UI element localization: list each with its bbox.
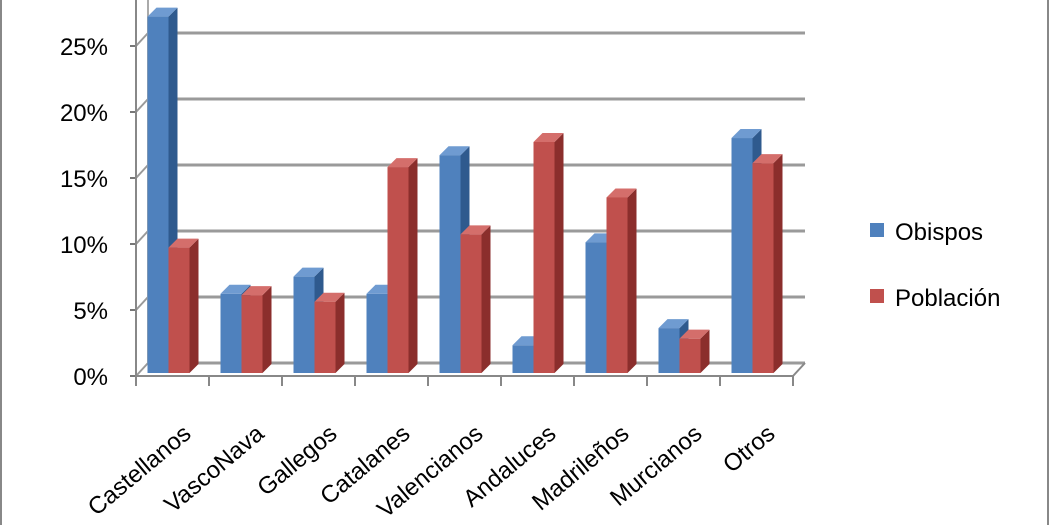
bar-obispos <box>293 276 315 373</box>
legend-label-obispos: Obispos <box>895 219 983 246</box>
bar-obispos <box>147 16 169 373</box>
bar-población <box>314 301 336 373</box>
bar-top-población <box>606 188 637 198</box>
bars <box>147 7 783 373</box>
legend: Obispos Población <box>870 219 1000 312</box>
floor-edge <box>792 362 806 377</box>
bar-side-población <box>408 158 418 373</box>
bar-población <box>168 247 190 373</box>
y-tick-label: 25% <box>60 34 108 61</box>
bar-población <box>241 295 263 373</box>
bar-top-población <box>168 238 199 248</box>
bar-obispos <box>220 293 242 373</box>
bar-obispos <box>366 293 388 373</box>
gridline-side <box>135 296 149 311</box>
bar-población <box>387 167 409 373</box>
bar-top-población <box>241 286 272 296</box>
bar-top-obispos <box>293 267 324 277</box>
bar-top-población <box>387 158 418 168</box>
bar-top-población <box>679 329 710 339</box>
bar-top-obispos <box>220 284 251 294</box>
legend-swatch-poblacion <box>870 289 884 303</box>
bar-top-obispos <box>439 146 470 156</box>
gridline-side <box>135 98 149 113</box>
bar-top-población <box>460 225 491 235</box>
bar-side-población <box>335 292 345 373</box>
gridline-side <box>135 362 149 377</box>
bar-top-obispos <box>147 7 178 17</box>
bar-top-población <box>533 133 564 142</box>
bar-side-población <box>481 225 491 373</box>
bar-side-población <box>773 154 783 373</box>
bar-obispos <box>658 328 680 373</box>
bar-top-población <box>314 292 345 302</box>
y-tick-label: 5% <box>73 298 108 325</box>
bar-población <box>752 163 774 373</box>
y-tick-label: 10% <box>60 232 108 259</box>
bar-side-población <box>627 188 637 373</box>
bar-top-obispos <box>658 319 689 329</box>
bar-top-población <box>752 154 783 164</box>
bar-población <box>679 338 701 373</box>
y-axis: 0% 5% 10% 15% 20% 25% <box>60 0 137 391</box>
gridline-side <box>135 164 149 179</box>
bar-obispos <box>439 155 461 373</box>
bar-side-población <box>700 329 710 373</box>
bar-obispos <box>512 345 534 373</box>
bar-población <box>606 197 628 373</box>
y-tick-label: 15% <box>60 166 108 193</box>
x-tick-label: Otros <box>718 420 780 478</box>
bar-top-obispos <box>731 129 762 139</box>
x-axis: CastellanosVascoNavaGallegosCatalanesVal… <box>83 376 794 524</box>
bar-side-población <box>554 133 564 373</box>
gridline-side <box>135 32 149 47</box>
bar-obispos <box>585 242 607 373</box>
bar-obispos <box>731 138 753 373</box>
bar-side-población <box>189 238 199 373</box>
bar-población <box>460 234 482 373</box>
y-tick-label: 0% <box>73 364 108 391</box>
bar-side-población <box>262 286 272 373</box>
gridline-side <box>135 230 149 245</box>
legend-swatch-obispos <box>870 223 884 237</box>
bar-población <box>533 142 555 373</box>
legend-label-poblacion: Población <box>895 285 1000 312</box>
y-tick-label: 20% <box>60 100 108 127</box>
